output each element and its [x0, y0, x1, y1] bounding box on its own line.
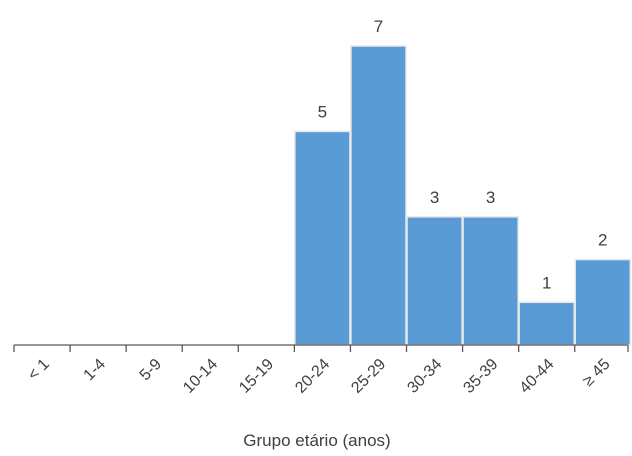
x-tick-labels: < 1 1-4 5-9 10-14 15-19 20-24 25-29 30-34 35-39 4… [25, 356, 614, 397]
tick-label-5-9: 5-9 [137, 356, 165, 384]
tick-label-1-4: 1-4 [81, 356, 109, 384]
tick-label-30-34: 30-34 [404, 356, 445, 397]
x-axis-ticks [13, 345, 629, 352]
tick-label-10-14: 10-14 [180, 356, 221, 397]
bar-30-34 [406, 216, 463, 346]
data-label-20-24: 5 [318, 102, 327, 121]
bar-≥ 45 [574, 258, 632, 346]
x-axis-title: Grupo etário (anos) [243, 431, 390, 450]
bar-25-29 [350, 45, 407, 346]
tick-label-25-29: 25-29 [348, 356, 389, 397]
bar-40-44 [518, 301, 575, 346]
data-label-≥ 45: 2 [598, 231, 607, 250]
bar-20-24 [294, 130, 351, 346]
tick-label-≥ 45: ≥ 45 [580, 356, 614, 390]
data-label-40-44: 1 [542, 273, 551, 292]
data-labels-group: 5 7 3 3 1 2 [318, 17, 608, 292]
bars-group [294, 45, 632, 346]
tick-label-15-19: 15-19 [236, 356, 277, 397]
data-label-30-34: 3 [430, 188, 439, 207]
tick-label-< 1: < 1 [25, 356, 53, 384]
tick-label-20-24: 20-24 [292, 356, 333, 397]
tick-label-40-44: 40-44 [517, 356, 558, 397]
data-label-35-39: 3 [486, 188, 495, 207]
bar-35-39 [462, 216, 519, 346]
tick-label-35-39: 35-39 [460, 356, 501, 397]
data-label-25-29: 7 [374, 17, 383, 36]
